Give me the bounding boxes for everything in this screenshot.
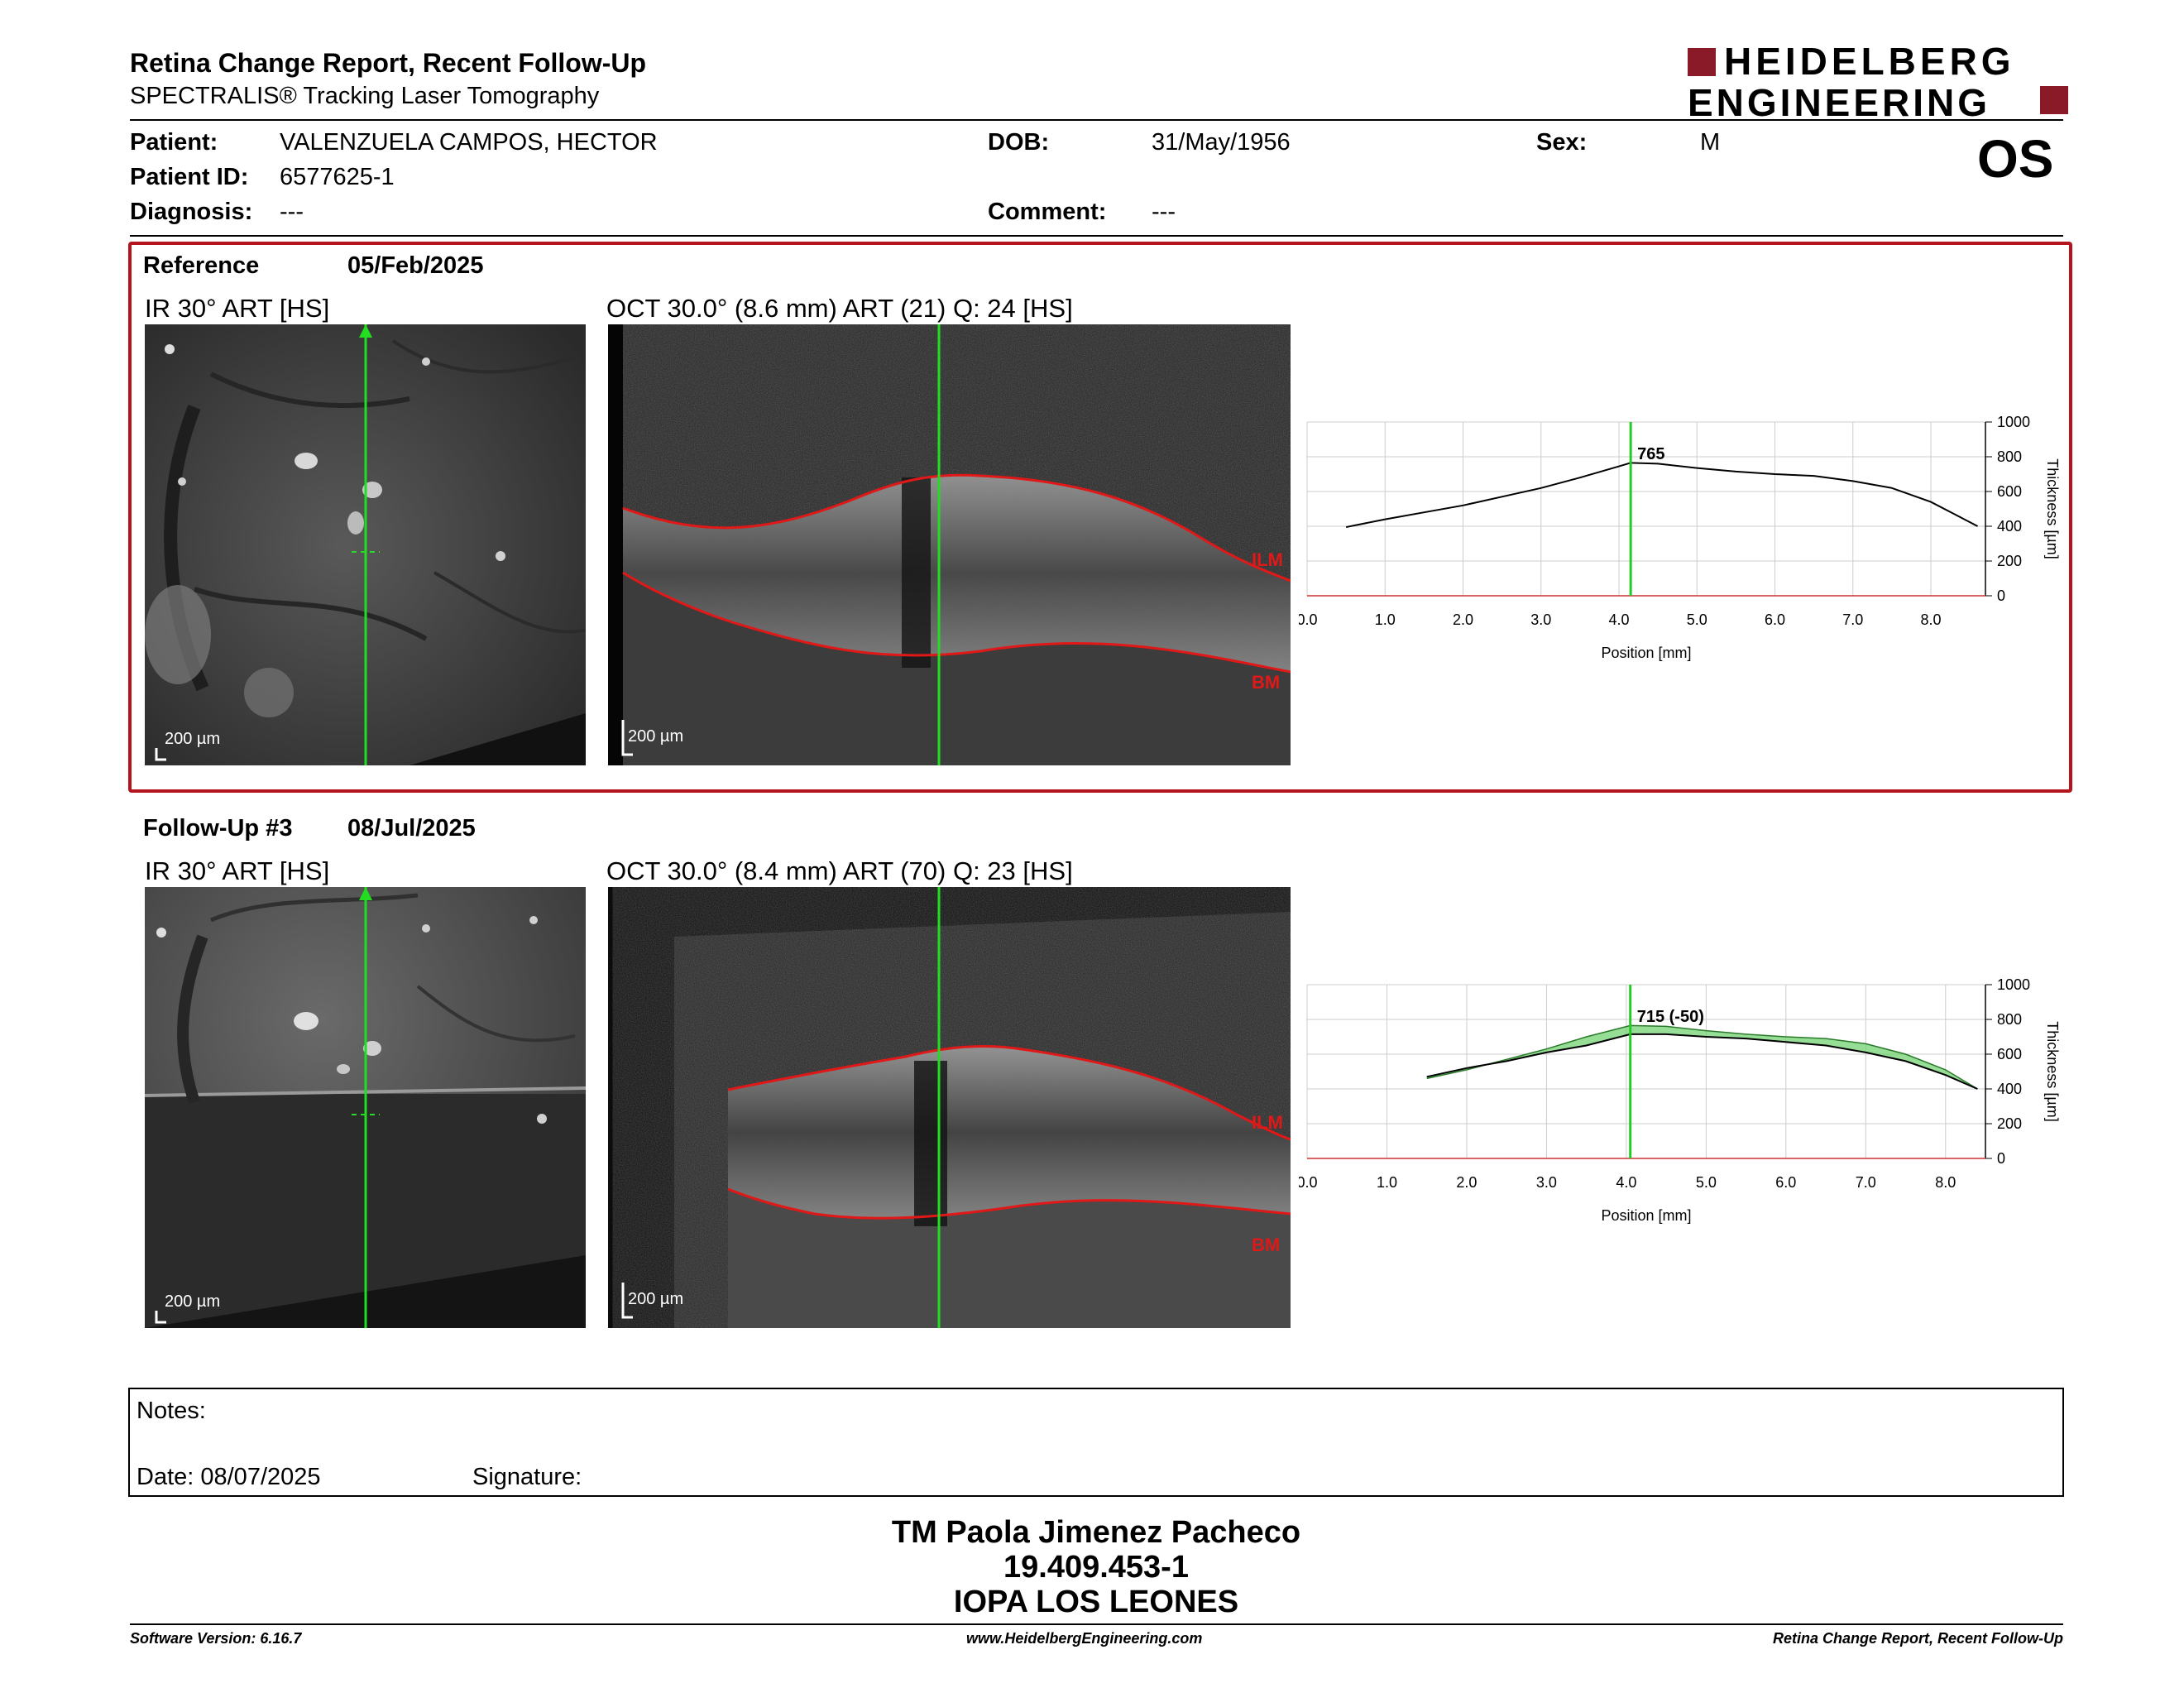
signer-id: 19.409.453-1 (1003, 1550, 1189, 1585)
followup-ir-scale: 200 µm (165, 1292, 221, 1311)
followup-oct-image: ILM BM 200 µm (608, 887, 1291, 1328)
x-tick-label: 8.0 (1935, 1174, 1956, 1191)
reference-thickness-chart: 0.0 1.0 2.0 3.0 4.0 5.0 6.0 7.0 8.0 0 200 400 600 800… (1299, 414, 2061, 661)
x-tick-label: 3.0 (1530, 611, 1551, 628)
y-tick-label: 1000 (1997, 976, 2030, 993)
signer-institution: IOPA LOS LEONES (953, 1585, 1239, 1619)
dob-label: DOB: (988, 129, 1050, 156)
followup-ilm-label: ILM (1252, 1112, 1283, 1133)
report-title: Retina Change Report, Recent Follow-Up (130, 48, 647, 78)
x-axis-label: Position [mm] (1601, 1207, 1691, 1224)
reference-thickness-line (1426, 1024, 1978, 1090)
y-tick-label: 600 (1997, 483, 2022, 500)
marker-value-label: 715 (-50) (1637, 1008, 1704, 1026)
y-tick-label: 400 (1997, 518, 2022, 535)
followup-bm-label: BM (1252, 1235, 1281, 1255)
x-tick-label: 7.0 (1856, 1174, 1876, 1191)
software-version: Software Version: 6.16.7 (130, 1630, 302, 1647)
x-tick-label: 0.0 (1299, 611, 1318, 628)
brand-line2: ENGINEERING (1688, 81, 1991, 124)
signer-name: TM Paola Jimenez Pacheco (891, 1515, 1301, 1550)
marker-value-label: 765 (1637, 445, 1664, 463)
footer-report-name: Retina Change Report, Recent Follow-Up (1772, 1630, 2063, 1647)
patient-id: 6577625-1 (280, 164, 395, 190)
x-tick-label: 1.0 (1375, 611, 1396, 628)
followup-oct-scale: 200 µm (628, 1290, 684, 1308)
x-tick-label: 8.0 (1921, 611, 1942, 628)
website-link[interactable]: www.HeidelbergEngineering.com (966, 1630, 1203, 1647)
notes-label: Notes: (136, 1398, 206, 1424)
y-tick-label: 800 (1997, 1011, 2022, 1028)
reference-date: 05/Feb/2025 (347, 252, 484, 279)
brand-logo: HEIDELBERG ENGINEERING (1688, 40, 2068, 124)
signature-label: Signature: (472, 1464, 582, 1490)
y-tick-label: 1000 (1997, 414, 2030, 430)
x-tick-label: 2.0 (1456, 1174, 1477, 1191)
reference-ir-label: IR 30° ART [HS] (145, 294, 330, 323)
y-tick-label: 200 (1997, 553, 2022, 569)
patient-label: Patient: (130, 129, 218, 156)
notes-box: Notes: Date: 08/07/2025 Signature: (128, 1388, 2064, 1497)
followup-ir-label: IR 30° ART [HS] (145, 856, 330, 885)
comment-label: Comment: (988, 199, 1107, 225)
x-tick-label: 6.0 (1775, 1174, 1796, 1191)
patient-id-label: Patient ID: (130, 164, 249, 190)
reference-ir-image: 200 µm (145, 324, 586, 765)
x-tick-label: 6.0 (1765, 611, 1785, 628)
reference-label: Reference (143, 252, 260, 279)
eye-indicator: OS (1977, 129, 2054, 189)
reference-ilm-label: ILM (1252, 549, 1283, 570)
y-tick-label: 0 (1997, 587, 2005, 604)
followup-date: 08/Jul/2025 (347, 815, 476, 842)
x-tick-label: 1.0 (1377, 1174, 1397, 1191)
y-tick-label: 600 (1997, 1046, 2022, 1062)
y-axis-label: Thickness [µm] (2044, 1021, 2061, 1121)
x-tick-label: 5.0 (1687, 611, 1707, 628)
reference-oct-label: OCT 30.0° (8.6 mm) ART (21) Q: 24 [HS] (606, 294, 1073, 323)
x-tick-label: 4.0 (1616, 1174, 1636, 1191)
y-tick-label: 200 (1997, 1115, 2022, 1132)
y-tick-label: 400 (1997, 1081, 2022, 1097)
followup-ir-image: 200 µm (145, 887, 586, 1328)
diagnosis-label: Diagnosis: (130, 199, 253, 225)
x-tick-label: 0.0 (1299, 1174, 1318, 1191)
y-tick-label: 800 (1997, 448, 2022, 465)
x-tick-label: 7.0 (1842, 611, 1863, 628)
comment-value: --- (1152, 199, 1176, 225)
report-subtitle: SPECTRALIS® Tracking Laser Tomography (130, 83, 600, 109)
y-tick-label: 0 (1997, 1150, 2005, 1167)
patient-name: VALENZUELA CAMPOS, HECTOR (280, 129, 658, 156)
x-tick-label: 2.0 (1453, 611, 1473, 628)
reference-bm-label: BM (1252, 672, 1281, 693)
sex-label: Sex: (1536, 129, 1588, 156)
thickness-line (1426, 1033, 1978, 1090)
reference-oct-image: ILM BM 200 µm (608, 324, 1291, 765)
reference-section (128, 242, 2072, 793)
followup-label: Follow-Up #3 (143, 815, 293, 842)
signature-block: TM Paola Jimenez Pacheco 19.409.453-1 IO… (128, 1515, 2064, 1619)
dob-value: 31/May/1956 (1152, 129, 1291, 156)
diagnosis-value: --- (280, 199, 304, 225)
x-tick-label: 3.0 (1536, 1174, 1557, 1191)
followup-oct-label: OCT 30.0° (8.4 mm) ART (70) Q: 23 [HS] (606, 856, 1073, 885)
y-axis-label: Thickness [µm] (2044, 458, 2061, 559)
reference-oct-scale: 200 µm (628, 727, 684, 746)
brand-line1: HEIDELBERG (1724, 40, 2015, 83)
notes-date: Date: 08/07/2025 (136, 1464, 321, 1490)
x-axis-label: Position [mm] (1601, 645, 1691, 661)
x-tick-label: 5.0 (1696, 1174, 1717, 1191)
thickness-difference-area (1426, 1025, 1978, 1089)
reference-ir-scale: 200 µm (165, 730, 221, 748)
x-tick-label: 4.0 (1608, 611, 1629, 628)
thickness-line (1345, 462, 1979, 529)
sex-value: M (1700, 129, 1721, 156)
followup-thickness-chart: 0.0 1.0 2.0 3.0 4.0 5.0 6.0 7.0 8.0 0 200 400 600 800… (1299, 976, 2061, 1224)
